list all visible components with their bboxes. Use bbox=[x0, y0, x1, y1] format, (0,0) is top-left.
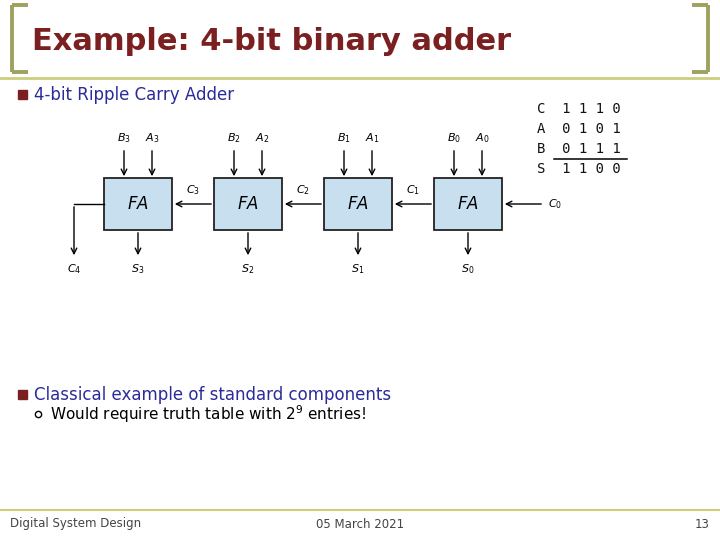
Text: $A_3$: $A_3$ bbox=[145, 131, 159, 145]
Text: Would require truth table with 2$^9$ entries!: Would require truth table with 2$^9$ ent… bbox=[50, 403, 366, 425]
Text: $C_1$: $C_1$ bbox=[406, 183, 420, 197]
Text: $S_2$: $S_2$ bbox=[241, 262, 255, 276]
Text: $C_4$: $C_4$ bbox=[67, 262, 81, 276]
Text: $B_0$: $B_0$ bbox=[447, 131, 461, 145]
Text: $C_3$: $C_3$ bbox=[186, 183, 200, 197]
Text: $B_1$: $B_1$ bbox=[337, 131, 351, 145]
Text: Digital System Design: Digital System Design bbox=[10, 517, 141, 530]
Text: $\mathit{FA}$: $\mathit{FA}$ bbox=[457, 195, 479, 213]
Text: 13: 13 bbox=[695, 517, 710, 530]
Bar bbox=[214, 178, 282, 230]
Bar bbox=[324, 178, 392, 230]
Bar bbox=[434, 178, 502, 230]
Text: $B_3$: $B_3$ bbox=[117, 131, 131, 145]
Text: $B_2$: $B_2$ bbox=[227, 131, 241, 145]
Text: $A_2$: $A_2$ bbox=[255, 131, 269, 145]
Text: Example: 4-bit binary adder: Example: 4-bit binary adder bbox=[32, 28, 511, 57]
Text: B  0 1 1 1: B 0 1 1 1 bbox=[537, 142, 621, 156]
Text: S  1 1 0 0: S 1 1 0 0 bbox=[537, 162, 621, 176]
Text: $\mathit{FA}$: $\mathit{FA}$ bbox=[127, 195, 149, 213]
Text: $\mathit{FA}$: $\mathit{FA}$ bbox=[347, 195, 369, 213]
Text: C  1 1 1 0: C 1 1 1 0 bbox=[537, 102, 621, 116]
Text: Classical example of standard components: Classical example of standard components bbox=[34, 386, 391, 404]
Text: 4-bit Ripple Carry Adder: 4-bit Ripple Carry Adder bbox=[34, 86, 234, 104]
Text: $A_0$: $A_0$ bbox=[474, 131, 490, 145]
Text: $C_0$: $C_0$ bbox=[548, 197, 562, 211]
Bar bbox=[18, 390, 27, 399]
Bar bbox=[104, 178, 172, 230]
Text: $C_2$: $C_2$ bbox=[296, 183, 310, 197]
Text: $A_1$: $A_1$ bbox=[365, 131, 379, 145]
Bar bbox=[18, 90, 27, 99]
Text: 05 March 2021: 05 March 2021 bbox=[316, 517, 404, 530]
Text: $S_0$: $S_0$ bbox=[462, 262, 474, 276]
Text: $S_3$: $S_3$ bbox=[131, 262, 145, 276]
Text: $\mathit{FA}$: $\mathit{FA}$ bbox=[237, 195, 259, 213]
Text: A  0 1 0 1: A 0 1 0 1 bbox=[537, 122, 621, 136]
Text: $S_1$: $S_1$ bbox=[351, 262, 364, 276]
